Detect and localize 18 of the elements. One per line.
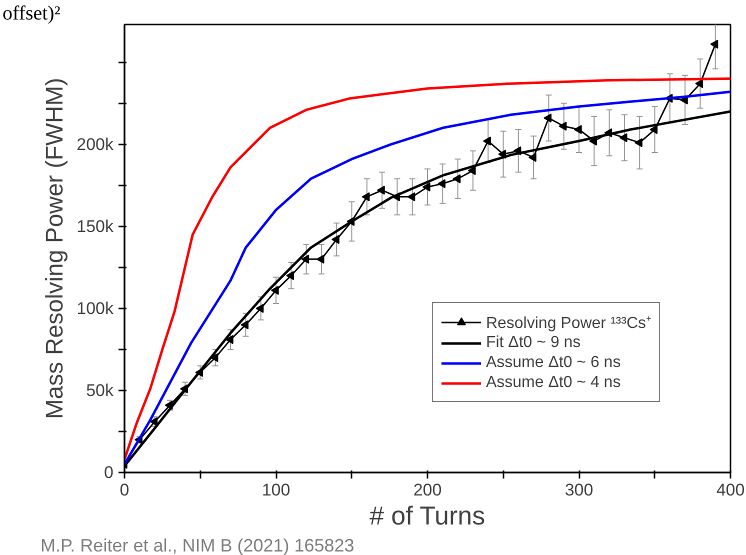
x-tick-label: 0 [120,480,130,500]
y-tick-label: 50k [86,380,114,400]
y-tick-label: 100k [76,298,114,318]
x-tick-label: 300 [564,480,594,500]
text: M.P. Reiter et al., NIM B (2021) 165823 [40,536,354,555]
x-axis-title: # of Turns [369,500,486,530]
x-tick-label: 100 [262,480,290,500]
x-tick-label: 400 [716,480,745,500]
text: offset)² [2,2,60,24]
legend-label: Fit Δt0 ~ 9 ns [486,334,581,352]
y-tick-label: 0 [104,463,114,482]
y-axis-title: Mass Resolving Power (FWHM) [42,78,69,420]
y-tick-label: 200k [76,134,114,154]
y-tick-label: 150k [76,216,114,236]
legend-label: Assume Δt0 ~ 6 ns [486,354,621,372]
legend-label: Assume Δt0 ~ 4 ns [486,374,621,392]
legend-label: Resolving Power ¹³³Cs⁺ [486,314,651,333]
x-tick-label: 200 [413,480,442,500]
